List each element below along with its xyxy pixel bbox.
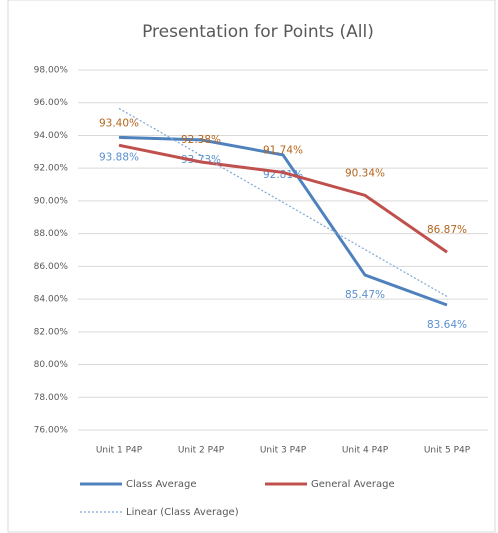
data-label: 86.87% (427, 224, 467, 236)
data-label: 91.74% (263, 144, 303, 156)
y-tick-label: 80.00% (34, 360, 69, 370)
trendline (118, 107, 448, 297)
legend-label: Class Average (126, 479, 197, 490)
y-tick-label: 82.00% (34, 327, 69, 337)
series-line (118, 143, 448, 254)
y-tick-label: 76.00% (34, 426, 69, 436)
y-tick-label: 84.00% (34, 295, 69, 305)
data-label: 85.47% (345, 289, 385, 301)
x-tick-label: Unit 1 P4P (96, 446, 143, 456)
x-tick-label: Unit 5 P4P (424, 446, 471, 456)
y-tick-label: 78.00% (34, 393, 69, 403)
legend-label: Linear (Class Average) (126, 507, 239, 518)
data-label: 93.88% (99, 151, 139, 163)
y-tick-label: 92.00% (34, 164, 69, 174)
y-tick-label: 86.00% (34, 262, 69, 272)
y-tick-label: 98.00% (34, 66, 69, 76)
x-tick-label: Unit 2 P4P (178, 446, 225, 456)
data-label: 90.34% (345, 167, 385, 179)
y-tick-label: 96.00% (34, 98, 69, 108)
y-tick-label: 90.00% (34, 196, 69, 206)
data-label: 83.64% (427, 319, 467, 331)
y-tick-label: 88.00% (34, 229, 69, 239)
series-line (118, 135, 448, 307)
legend-label: General Average (311, 479, 395, 490)
y-tick-label: 94.00% (34, 131, 69, 141)
x-tick-label: Unit 3 P4P (260, 446, 307, 456)
data-label: 92.38% (181, 134, 221, 146)
data-label: 93.40% (99, 117, 139, 129)
chart-title: Presentation for Points (All) (142, 22, 374, 42)
x-tick-label: Unit 4 P4P (342, 446, 389, 456)
